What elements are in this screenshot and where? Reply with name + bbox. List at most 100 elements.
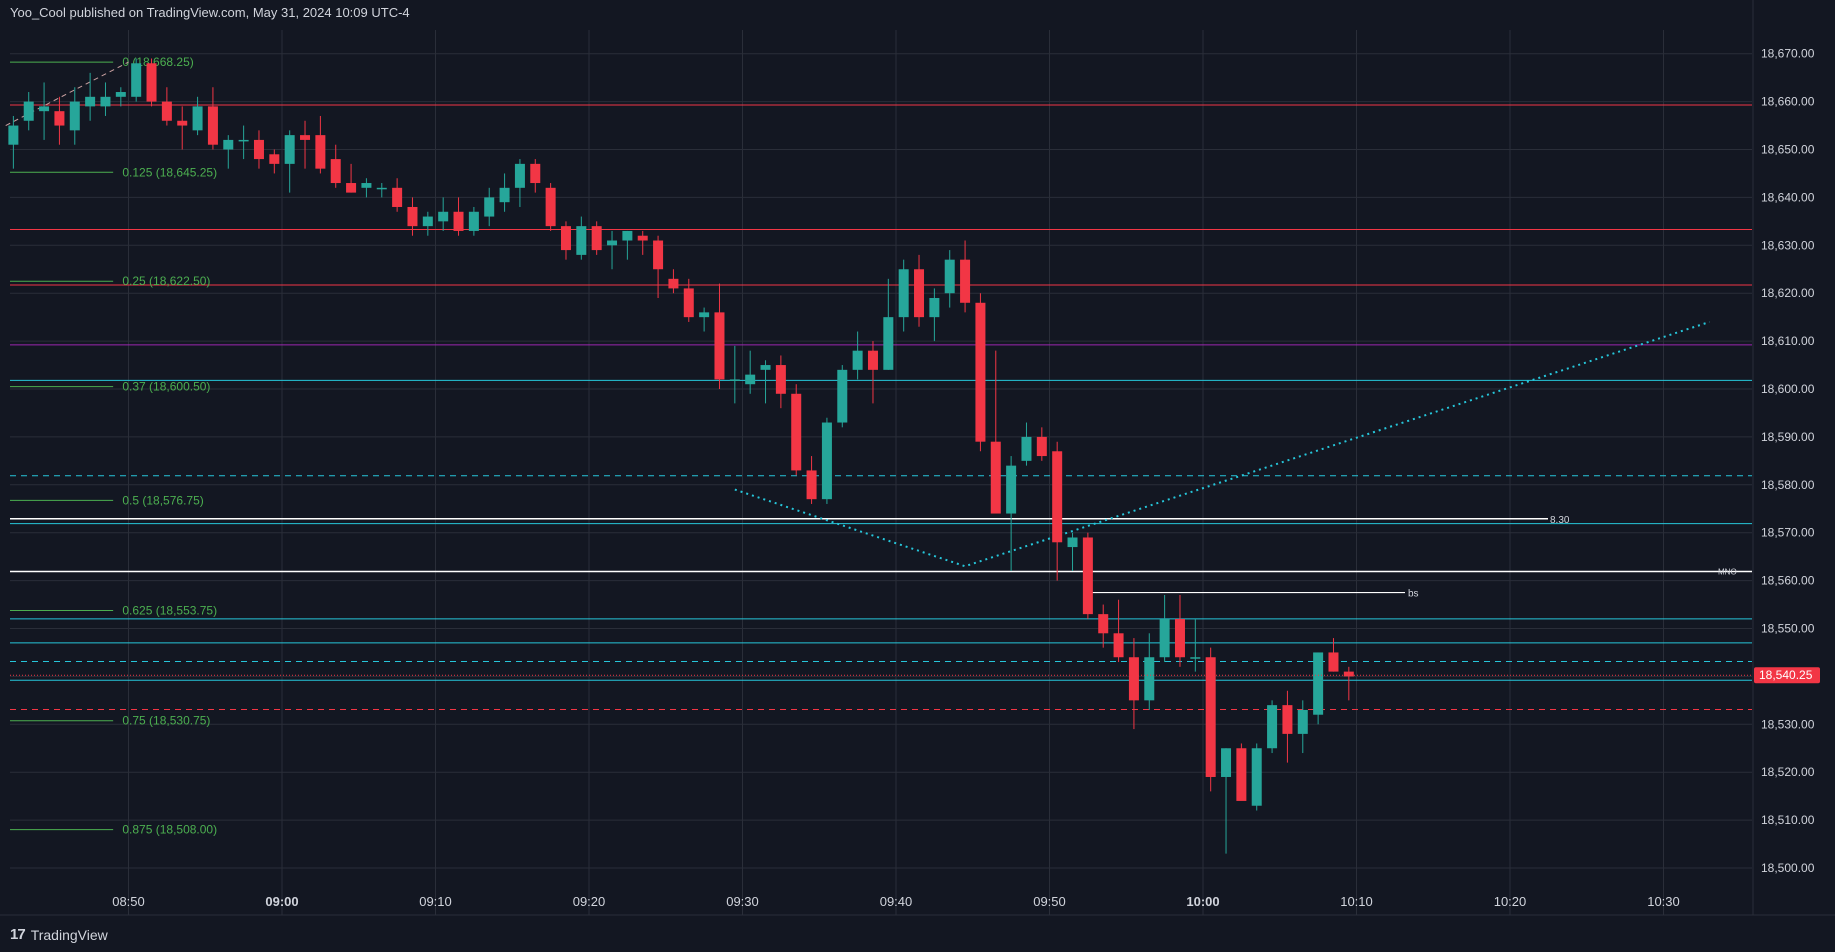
candle-body [714, 312, 725, 380]
y-tick-label: 18,550.00 [1761, 622, 1815, 636]
y-tick-label: 18,500.00 [1761, 861, 1815, 875]
candle-body [238, 139, 249, 142]
candle-body [668, 278, 679, 289]
candle-body [1021, 436, 1032, 461]
x-tick-label: 09:20 [573, 894, 606, 909]
candle-body [821, 422, 832, 500]
y-tick-label: 18,600.00 [1761, 382, 1815, 396]
candle-body [39, 106, 50, 112]
y-tick-label: 18,590.00 [1761, 430, 1815, 444]
candle-body [1328, 652, 1339, 672]
candle-body [1098, 614, 1109, 634]
y-tick-label: 18,580.00 [1761, 478, 1815, 492]
candle-body [852, 350, 863, 370]
candle-body [1236, 748, 1247, 801]
y-tick-label: 18,620.00 [1761, 286, 1815, 300]
candle-body [161, 101, 172, 121]
y-tick-label: 18,650.00 [1761, 143, 1815, 157]
x-tick-label: 09:50 [1033, 894, 1066, 909]
candle-body [1006, 465, 1017, 514]
candle-body [499, 187, 510, 203]
candle-body [699, 312, 710, 318]
tradingview-logo-icon: 17 [10, 926, 26, 943]
y-tick-label: 18,670.00 [1761, 47, 1815, 61]
candle-body [775, 365, 786, 394]
candle-body [607, 240, 618, 246]
candle-body [1267, 705, 1278, 749]
candle-body [1067, 537, 1078, 548]
candle-body [330, 159, 341, 184]
y-tick-label: 18,640.00 [1761, 190, 1815, 204]
x-tick-label: 09:30 [726, 894, 759, 909]
candle-body [54, 111, 65, 126]
candle-body [560, 226, 571, 251]
candle-body [1128, 657, 1139, 701]
candle-body [361, 183, 372, 188]
candle-body [1190, 657, 1201, 659]
candle-body [1297, 709, 1308, 734]
candle-body [131, 63, 142, 97]
candle-body [1082, 537, 1093, 615]
candle-body [253, 139, 264, 160]
candle-body [315, 135, 326, 169]
candle-body [300, 135, 311, 140]
candle-body [867, 350, 878, 370]
candle-body [914, 269, 925, 318]
y-tick-label: 18,660.00 [1761, 95, 1815, 109]
candle-body [637, 235, 648, 241]
candle-body [760, 365, 771, 370]
candle-body [100, 96, 111, 107]
fib-level-label: 0.5 (18,576.75) [122, 493, 203, 507]
fib-level-label: 0.625 (18,553.75) [122, 604, 217, 618]
candle-body [1159, 618, 1170, 658]
candle-body [1205, 657, 1216, 777]
candle-body [484, 197, 495, 217]
y-tick-label: 18,510.00 [1761, 813, 1815, 827]
candle-body [392, 187, 403, 207]
candle-body [960, 259, 971, 303]
candle-body [438, 211, 449, 222]
candle-body [576, 226, 587, 255]
candle-body [1052, 451, 1063, 543]
candle-body [1036, 436, 1047, 457]
candle-body [1113, 633, 1124, 658]
candle-body [192, 106, 203, 131]
candle-body [883, 317, 894, 370]
candle-body [622, 230, 633, 241]
candle-body [944, 259, 955, 294]
candle-body [837, 369, 848, 423]
candle-body [653, 240, 664, 270]
x-tick-label: 10:30 [1647, 894, 1680, 909]
fib-level-label: 0.125 (18,645.25) [122, 165, 217, 179]
level-label-mno: MNO [1718, 567, 1737, 576]
candle-body [269, 154, 280, 164]
y-tick-label: 18,570.00 [1761, 526, 1815, 540]
candle-body [85, 96, 96, 107]
candle-body [1282, 705, 1293, 734]
candle-body [468, 211, 479, 231]
y-tick-label: 18,530.00 [1761, 717, 1815, 731]
candle-body [376, 187, 387, 190]
candle-body [898, 269, 909, 318]
y-tick-label: 18,630.00 [1761, 238, 1815, 252]
candle-body [806, 470, 817, 500]
fib-level-label: 0.875 (18,508.00) [122, 823, 217, 837]
candle-body [23, 101, 34, 121]
candle-body [545, 187, 556, 227]
candle-body [223, 139, 234, 150]
y-tick-label: 18,610.00 [1761, 334, 1815, 348]
candle-body [115, 92, 126, 97]
fib-level-label: 0.75 (18,530.75) [122, 714, 210, 728]
candle-body [745, 374, 756, 385]
candle-body [729, 379, 740, 381]
candle-body [407, 206, 418, 227]
current-price-label: 18,540.25 [1759, 668, 1813, 682]
fib-level-label: 0.25 (18,622.50) [122, 274, 210, 288]
x-tick-label: 08:50 [112, 894, 145, 909]
candle-body [530, 163, 541, 184]
candle-body [990, 441, 1001, 514]
footer: 17 TradingView [10, 926, 108, 943]
candle-body [177, 120, 188, 126]
ray-label-830: 8.30 [1550, 515, 1570, 526]
